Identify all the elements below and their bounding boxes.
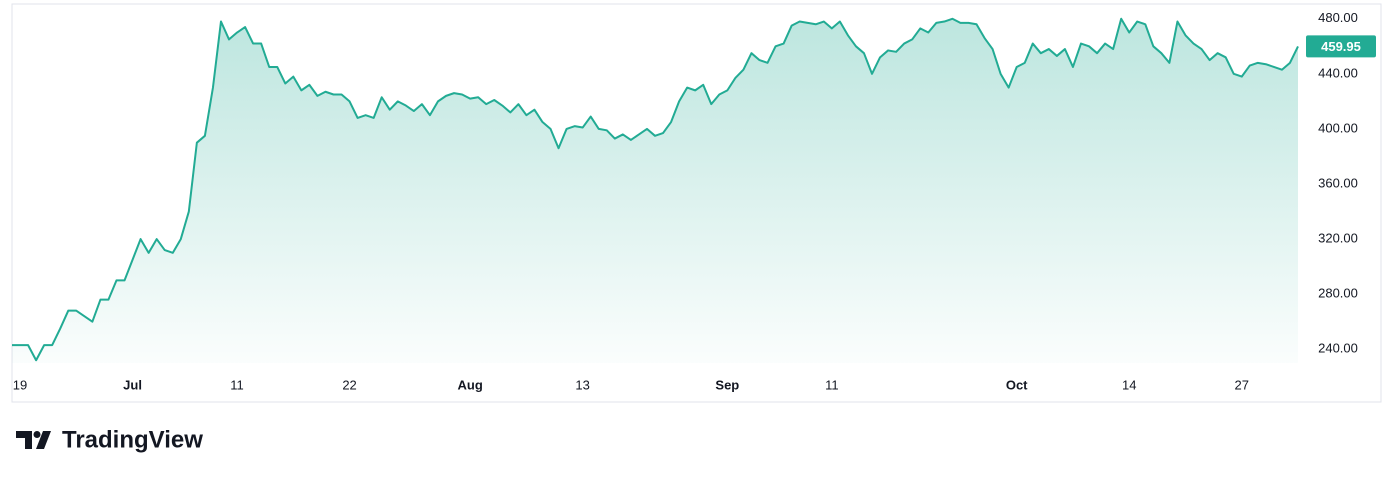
y-tick-label: 280.00 [1318,286,1358,301]
x-tick-label: 11 [825,377,839,392]
x-tick-label: Aug [457,377,482,392]
y-tick-label: 400.00 [1318,120,1358,135]
last-price-tag [1306,35,1376,58]
x-tick-label: 27 [1235,377,1249,392]
y-tick-label: 320.00 [1318,231,1358,246]
x-tick-label: 11 [230,377,244,392]
x-tick-label: 19 [13,377,27,392]
x-tick-label: Oct [1006,377,1028,392]
x-tick-label: 14 [1122,377,1136,392]
y-tick-label: 480.00 [1318,10,1358,25]
y-tick-label: 440.00 [1318,65,1358,80]
x-tick-label: Jul [123,377,142,392]
y-tick-label: 360.00 [1318,175,1358,190]
chart-frame [11,3,1382,403]
x-tick-label: Sep [715,377,739,392]
price-line [12,17,1299,362]
x-tick-label: 13 [575,377,589,392]
area-fill [12,18,1298,364]
last-price-label: 459.95 [1321,39,1361,54]
brand-name: TradingView [62,426,203,453]
y-tick-label: 240.00 [1318,341,1358,356]
logo [16,431,51,449]
x-tick-label: 22 [342,377,356,392]
